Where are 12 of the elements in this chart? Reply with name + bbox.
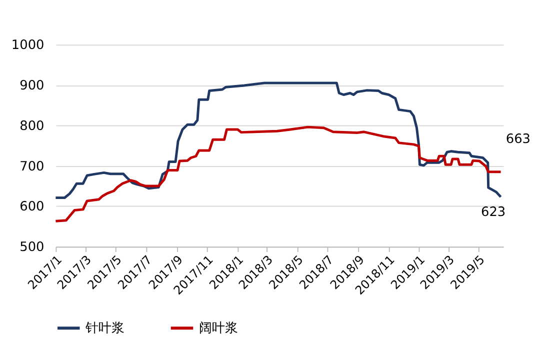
text: 663 [506, 132, 530, 148]
annotation: 623 [480, 204, 506, 220]
y-tick-label: 700 [20, 159, 44, 174]
legend-label: 阔叶浆 [198, 321, 238, 336]
y-tick-label: 500 [20, 240, 44, 256]
line-series [54, 82, 502, 199]
line-series [54, 126, 502, 222]
y-tick-label: 1000 [11, 38, 44, 54]
legend-label: 针叶浆 [84, 321, 125, 336]
y-tick-label: 800 [20, 118, 44, 134]
y-tick-label: 600 [20, 200, 44, 215]
y-tick-label: 900 [20, 78, 44, 94]
